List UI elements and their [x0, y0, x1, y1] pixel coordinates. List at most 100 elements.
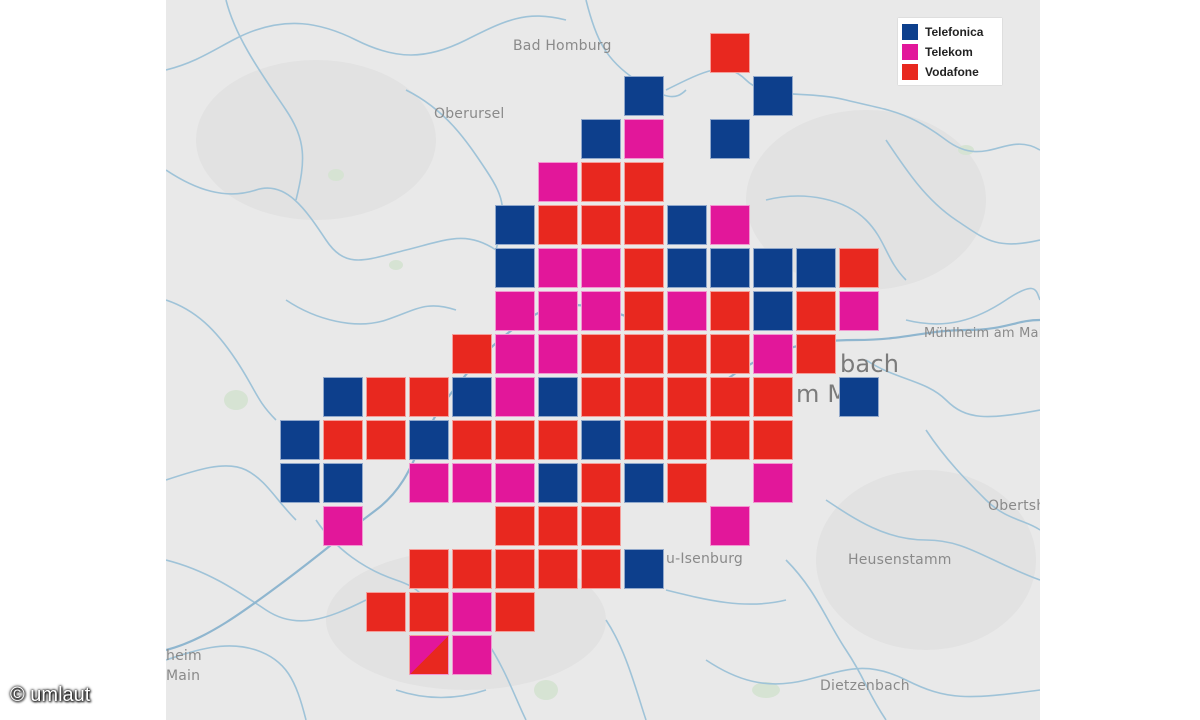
- legend-label: Telefonica: [925, 25, 984, 39]
- coverage-cell: [581, 549, 621, 589]
- legend-swatch: [902, 44, 918, 60]
- coverage-cell: [796, 334, 836, 374]
- legend-item-telekom: Telekom: [902, 42, 998, 62]
- coverage-cell: [280, 463, 320, 503]
- coverage-cell: [538, 334, 578, 374]
- place-label-dietzenbach: Dietzenbach: [820, 678, 910, 694]
- coverage-cell: [624, 549, 664, 589]
- coverage-cell: [495, 205, 535, 245]
- coverage-cell: [495, 377, 535, 417]
- coverage-cell: [452, 463, 492, 503]
- coverage-cell: [538, 162, 578, 202]
- coverage-cell: [753, 377, 793, 417]
- coverage-cell: [710, 420, 750, 460]
- coverage-cell: [538, 291, 578, 331]
- coverage-cell: [495, 334, 535, 374]
- coverage-cell: [581, 248, 621, 288]
- coverage-cell: [409, 592, 449, 632]
- coverage-cell: [710, 205, 750, 245]
- coverage-cell: [495, 463, 535, 503]
- map-view[interactable]: Bad Homburg Oberursel Mühlheim am Main b…: [166, 0, 1040, 720]
- place-label-heim: heim: [166, 648, 202, 664]
- coverage-cell: [624, 205, 664, 245]
- place-label-muehlheim: Mühlheim am Main: [924, 326, 1040, 341]
- coverage-cell: [538, 420, 578, 460]
- coverage-cell: [409, 549, 449, 589]
- coverage-cell: [839, 377, 879, 417]
- place-label-oberursel: Oberursel: [434, 106, 505, 122]
- legend-item-telefonica: Telefonica: [902, 22, 998, 42]
- coverage-cell: [538, 463, 578, 503]
- coverage-cell: [538, 205, 578, 245]
- coverage-cell: [581, 506, 621, 546]
- coverage-cell: [495, 592, 535, 632]
- coverage-cell: [667, 377, 707, 417]
- coverage-cell: [495, 291, 535, 331]
- coverage-cell: [366, 377, 406, 417]
- coverage-cell: [667, 463, 707, 503]
- coverage-cell: [495, 549, 535, 589]
- coverage-cell: [710, 248, 750, 288]
- coverage-cell: [796, 248, 836, 288]
- coverage-cell: [753, 248, 793, 288]
- coverage-cell: [581, 334, 621, 374]
- coverage-cell: [667, 205, 707, 245]
- coverage-cell: [409, 635, 449, 675]
- coverage-cell: [581, 463, 621, 503]
- coverage-cell: [366, 592, 406, 632]
- coverage-cell: [409, 463, 449, 503]
- copyright-label: © umlaut: [10, 684, 91, 706]
- coverage-cell: [710, 291, 750, 331]
- coverage-cell: [452, 549, 492, 589]
- coverage-cell: [753, 334, 793, 374]
- coverage-cell: [452, 592, 492, 632]
- coverage-cell: [409, 377, 449, 417]
- legend-swatch: [902, 64, 918, 80]
- coverage-cell: [581, 205, 621, 245]
- legend-item-vodafone: Vodafone: [902, 62, 998, 82]
- coverage-cell: [710, 33, 750, 73]
- coverage-cell: [495, 248, 535, 288]
- coverage-cell: [667, 248, 707, 288]
- legend-label: Telekom: [925, 45, 973, 59]
- coverage-cell: [581, 377, 621, 417]
- legend-swatch: [902, 24, 918, 40]
- coverage-cell: [581, 162, 621, 202]
- coverage-cell: [452, 377, 492, 417]
- coverage-cell: [323, 463, 363, 503]
- coverage-cell: [839, 248, 879, 288]
- place-label-bad-homburg: Bad Homburg: [513, 38, 612, 54]
- coverage-cell: [624, 162, 664, 202]
- coverage-cell: [323, 420, 363, 460]
- coverage-cell: [581, 119, 621, 159]
- coverage-cell: [753, 463, 793, 503]
- coverage-cell: [366, 420, 406, 460]
- coverage-cell: [323, 377, 363, 417]
- coverage-cell: [624, 76, 664, 116]
- coverage-cell: [538, 549, 578, 589]
- coverage-cell: [581, 291, 621, 331]
- coverage-cell: [753, 291, 793, 331]
- place-label-obertshausen: Obertshausen: [988, 498, 1040, 514]
- coverage-cell: [710, 119, 750, 159]
- coverage-cell: [624, 119, 664, 159]
- coverage-cell: [624, 377, 664, 417]
- coverage-cell: [280, 420, 320, 460]
- coverage-cell: [538, 377, 578, 417]
- coverage-cell: [624, 291, 664, 331]
- coverage-cell: [624, 463, 664, 503]
- coverage-cell: [624, 248, 664, 288]
- coverage-cell: [624, 420, 664, 460]
- coverage-cell: [452, 334, 492, 374]
- coverage-cell: [753, 420, 793, 460]
- coverage-cell: [409, 420, 449, 460]
- coverage-cell: [710, 377, 750, 417]
- coverage-cell: [495, 420, 535, 460]
- legend-label: Vodafone: [925, 65, 979, 79]
- coverage-cell: [452, 635, 492, 675]
- coverage-cell: [839, 291, 879, 331]
- coverage-cell: [538, 506, 578, 546]
- place-label-neu-isenburg: u-Isenburg: [666, 551, 743, 567]
- place-label-main: Main: [166, 668, 201, 684]
- coverage-cell: [667, 291, 707, 331]
